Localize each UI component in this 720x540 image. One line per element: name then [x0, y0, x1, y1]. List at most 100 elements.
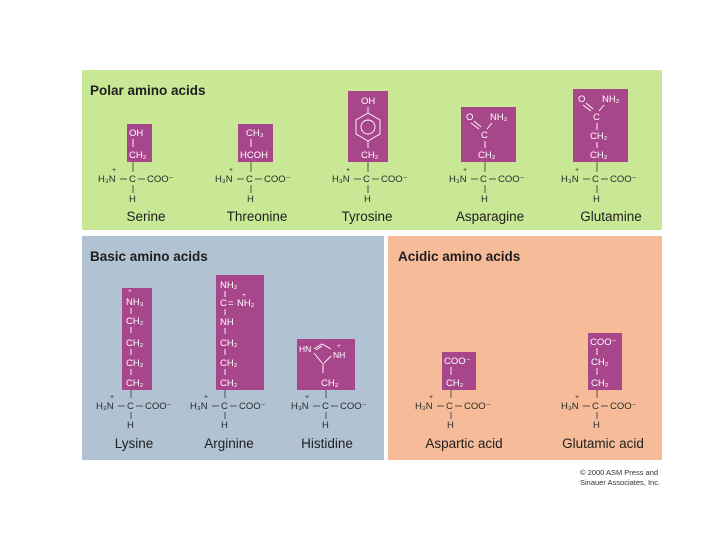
tyrosine-structure: OH CH₂ H₃N + C COO⁻ H Tyrosine	[332, 91, 408, 224]
lysine-side-chain-ch2-1: CH₂	[126, 316, 144, 327]
lysine-amino-charge: +	[110, 394, 114, 401]
glutamine-name: Glutamine	[580, 209, 642, 224]
tyrosine-name: Tyrosine	[341, 209, 392, 224]
tyrosine-amino-group: H₃N	[332, 174, 350, 185]
lysine-side-chain-nh3: NH₃	[126, 297, 144, 308]
arginine-alpha-h: H	[221, 420, 228, 431]
lysine-side-chain-charge: +	[128, 288, 132, 295]
serine-amino-charge: +	[112, 167, 116, 174]
asparagine-alpha-h: H	[481, 194, 488, 205]
histidine-name: Histidine	[301, 436, 353, 451]
aspartic-acid-structure: COO⁻ CH₂ H₃N + C COO⁻ H Aspartic acid	[415, 352, 503, 451]
arginine-side-chain-box	[216, 275, 264, 390]
glutamine-side-chain-c: C	[593, 112, 600, 123]
serine-side-chain-ch2: CH₂	[129, 150, 147, 161]
arginine-side-chain-double-bond: =	[228, 298, 234, 309]
asparagine-side-chain-c: C	[481, 130, 488, 141]
lysine-carboxylate: COO⁻	[145, 401, 172, 412]
arginine-amino-charge: +	[204, 394, 208, 401]
polar-panel-title: Polar amino acids	[90, 83, 206, 98]
histidine-side-chain-nh: NH	[333, 350, 345, 360]
threonine-structure: CH₃ HCOH H₃N + C COO⁻ H Threonine	[215, 124, 291, 224]
lysine-name: Lysine	[115, 436, 154, 451]
histidine-alpha-h: H	[322, 420, 329, 431]
glutamine-carboxylate: COO⁻	[610, 174, 637, 185]
tyrosine-carboxylate: COO⁻	[381, 174, 408, 185]
arginine-side-chain-nh2-top: NH₂	[220, 280, 238, 291]
histidine-carboxylate: COO⁻	[340, 401, 367, 412]
glutamine-side-chain-ch2-lower: CH₂	[590, 150, 608, 161]
glutamine-alpha-carbon: C	[592, 174, 599, 185]
histidine-amino-group: H₃N	[291, 401, 309, 412]
glutamic-acid-side-chain-ch2-lower: CH₂	[591, 378, 609, 389]
aspartic-acid-amino-charge: +	[429, 394, 433, 401]
glutamic-acid-side-chain-ch2-upper: CH₂	[591, 357, 609, 368]
threonine-side-chain-box	[238, 124, 273, 162]
glutamine-structure: O NH₂ C CH₂ CH₂ H₃N + C COO⁻ H Glutamine	[561, 89, 642, 224]
arginine-alpha-carbon: C	[221, 401, 228, 412]
lysine-side-chain-ch2-2: CH₂	[126, 338, 144, 349]
tyrosine-alpha-carbon: C	[363, 174, 370, 185]
glutamine-side-chain-o: O	[578, 94, 585, 105]
threonine-amino-charge: +	[229, 167, 233, 174]
serine-alpha-carbon: C	[129, 174, 136, 185]
threonine-alpha-h: H	[247, 194, 254, 205]
glutamine-side-chain-box	[573, 89, 628, 162]
lysine-alpha-h: H	[127, 420, 134, 431]
tyrosine-side-chain-oh: OH	[361, 96, 375, 107]
serine-amino-group: H₃N	[98, 174, 116, 185]
aspartic-acid-carboxylate: COO⁻	[464, 401, 491, 412]
aspartic-acid-amino-group: H₃N	[415, 401, 433, 412]
copyright-notice: © 2000 ASM Press and Sinauer Associates,…	[580, 468, 680, 488]
glutamic-acid-alpha-carbon: C	[592, 401, 599, 412]
asparagine-side-chain-ch2: CH₂	[478, 150, 496, 161]
arginine-side-chain-nh2-right: NH₂	[237, 298, 255, 309]
glutamine-amino-charge: +	[575, 167, 579, 174]
glutamic-acid-amino-group: H₃N	[561, 401, 579, 412]
glutamine-amino-group: H₃N	[561, 174, 579, 185]
arginine-side-chain-ch2-2: CH₂	[220, 358, 238, 369]
glutamine-side-chain-ch2-upper: CH₂	[590, 131, 608, 142]
threonine-alpha-carbon: C	[246, 174, 253, 185]
serine-side-chain-box	[127, 124, 152, 162]
arginine-side-chain-charge: +	[242, 292, 246, 299]
arginine-side-chain-nh: NH	[220, 317, 234, 328]
arginine-side-chain-c: C	[220, 298, 227, 309]
basic-panel-title: Basic amino acids	[90, 249, 208, 264]
aromatic-circle-icon	[360, 119, 376, 135]
serine-alpha-h: H	[129, 194, 136, 205]
asparagine-side-chain-nh2: NH₂	[490, 112, 508, 123]
threonine-carboxylate: COO⁻	[264, 174, 291, 185]
threonine-amino-group: H₃N	[215, 174, 233, 185]
copyright-line-1: © 2000 ASM Press and	[580, 468, 659, 477]
tyrosine-side-chain-box	[348, 91, 388, 162]
serine-structure: OH CH₂ H₃N + C COO⁻ H Serine	[98, 124, 174, 224]
lysine-side-chain-ch2-3: CH₂	[126, 358, 144, 369]
histidine-side-chain-box	[297, 339, 355, 390]
serine-side-chain-oh: OH	[129, 128, 143, 139]
asparagine-alpha-carbon: C	[480, 174, 487, 185]
lysine-side-chain-ch2-4: CH₂	[126, 378, 144, 389]
aspartic-acid-alpha-carbon: C	[446, 401, 453, 412]
tyrosine-side-chain-ch2: CH₂	[361, 150, 379, 161]
asparagine-amino-charge: +	[463, 167, 467, 174]
asparagine-name: Asparagine	[456, 209, 524, 224]
glutamic-acid-side-chain-box	[588, 333, 622, 390]
glutamine-side-chain-nh2: NH₂	[602, 94, 620, 105]
aspartic-acid-alpha-h: H	[447, 420, 454, 431]
lysine-alpha-carbon: C	[127, 401, 134, 412]
glutamine-alpha-h: H	[593, 194, 600, 205]
threonine-side-chain-hcoh: HCOH	[240, 150, 268, 161]
arginine-amino-group: H₃N	[190, 401, 208, 412]
aspartic-acid-side-chain-coo: COO⁻	[444, 356, 471, 367]
tyrosine-amino-charge: +	[346, 167, 350, 174]
tyrosine-alpha-h: H	[364, 194, 371, 205]
glutamic-acid-side-chain-coo: COO⁻	[590, 337, 617, 348]
glutamic-acid-structure: COO⁻ CH₂ CH₂ H₃N + C COO⁻ H Glutamic aci…	[561, 333, 644, 451]
asparagine-carboxylate: COO⁻	[498, 174, 525, 185]
glutamic-acid-carboxylate: COO⁻	[610, 401, 637, 412]
aspartic-acid-side-chain-ch2: CH₂	[446, 378, 464, 389]
acidic-panel-title: Acidic amino acids	[398, 249, 521, 264]
copyright-line-2: Sinauer Associates, Inc.	[580, 478, 661, 487]
